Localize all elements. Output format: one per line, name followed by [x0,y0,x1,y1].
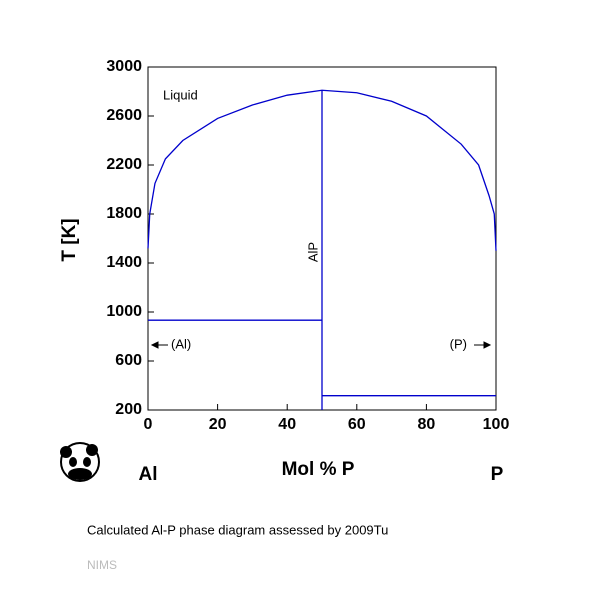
x-tick-label: 100 [483,416,510,433]
y-tick-label: 1400 [106,254,142,271]
annotation: (P) [450,336,467,351]
x-left-label: Al [139,464,158,485]
y-tick-label: 3000 [106,58,142,75]
x-tick-label: 20 [209,416,227,433]
x-axis-label: Mol % P [282,459,355,480]
y-tick-label: 600 [115,352,142,369]
annotation: AlP [305,242,320,262]
y-tick-label: 2200 [106,156,142,173]
annotation: Liquid [163,87,198,102]
y-axis-label: T [K] [59,218,80,261]
caption: Calculated Al-P phase diagram assessed b… [87,522,388,537]
x-right-label: P [491,464,504,485]
x-tick-label: 40 [278,416,296,433]
source: NIMS [87,558,117,572]
annotation: (Al) [171,336,191,351]
x-tick-label: 60 [348,416,366,433]
y-tick-label: 1800 [106,205,142,222]
x-tick-label: 0 [144,416,153,433]
x-tick-label: 80 [418,416,436,433]
y-tick-label: 2600 [106,107,142,124]
y-tick-label: 200 [115,401,142,418]
arrows [150,341,492,349]
y-tick-label: 1000 [106,303,142,320]
logo [60,442,100,482]
